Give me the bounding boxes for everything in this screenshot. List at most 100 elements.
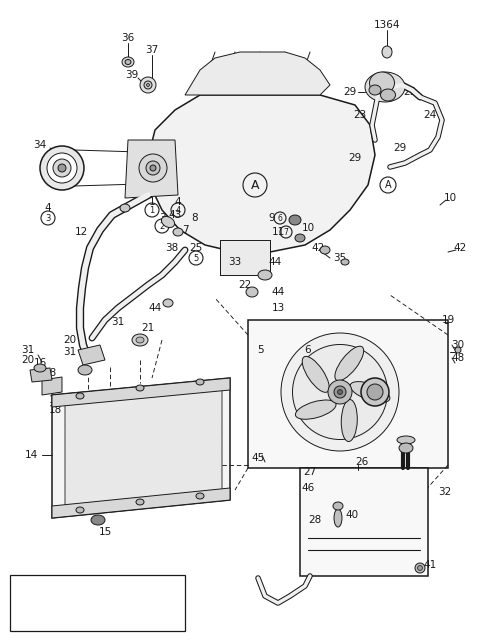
Text: 1: 1 <box>149 197 156 207</box>
Text: 1364: 1364 <box>374 20 400 30</box>
Bar <box>10 575 185 631</box>
Text: 38: 38 <box>166 243 179 253</box>
Text: 6: 6 <box>97 612 103 621</box>
Ellipse shape <box>125 60 131 65</box>
Text: 36: 36 <box>121 33 134 43</box>
Text: 11: 11 <box>271 227 285 237</box>
Text: 13: 13 <box>271 303 285 313</box>
Text: 21: 21 <box>142 323 155 333</box>
Text: A: A <box>384 180 391 190</box>
Text: 1: 1 <box>149 205 155 214</box>
Text: 2: 2 <box>159 221 165 230</box>
Ellipse shape <box>150 165 156 171</box>
Polygon shape <box>52 378 230 518</box>
Text: ~: ~ <box>110 612 118 622</box>
Text: 14: 14 <box>25 450 38 460</box>
Text: ~: ~ <box>110 595 118 605</box>
Text: 20: 20 <box>22 355 35 365</box>
Polygon shape <box>185 52 330 95</box>
Text: 18: 18 <box>49 405 62 415</box>
Text: 16: 16 <box>34 358 47 368</box>
Ellipse shape <box>320 246 330 254</box>
Ellipse shape <box>455 347 461 353</box>
Ellipse shape <box>337 390 343 394</box>
Ellipse shape <box>334 509 342 527</box>
Polygon shape <box>52 378 230 407</box>
Text: NOTE: NOTE <box>16 577 43 587</box>
Text: 39: 39 <box>125 70 139 80</box>
Text: 44: 44 <box>82 353 95 363</box>
Polygon shape <box>42 377 62 395</box>
Text: 25: 25 <box>190 243 203 253</box>
Ellipse shape <box>335 346 364 381</box>
Text: 29: 29 <box>394 143 407 153</box>
Ellipse shape <box>295 234 305 242</box>
Text: 5: 5 <box>193 253 199 262</box>
Ellipse shape <box>122 57 134 67</box>
Polygon shape <box>30 368 52 382</box>
Text: 4: 4 <box>45 203 51 213</box>
Bar <box>248 320 448 468</box>
Text: 26: 26 <box>355 457 369 467</box>
Ellipse shape <box>295 400 336 419</box>
Text: THE NO. 47 :: THE NO. 47 : <box>16 595 76 605</box>
Ellipse shape <box>163 299 173 307</box>
Ellipse shape <box>370 72 395 94</box>
Text: 46: 46 <box>301 483 314 493</box>
Ellipse shape <box>369 85 381 95</box>
Text: 32: 32 <box>438 487 452 497</box>
Text: 29: 29 <box>343 87 357 97</box>
Text: 15: 15 <box>98 527 112 537</box>
Text: 30: 30 <box>451 340 465 350</box>
Ellipse shape <box>136 385 144 391</box>
Ellipse shape <box>76 507 84 513</box>
Text: 44: 44 <box>271 287 285 297</box>
Ellipse shape <box>144 81 152 89</box>
Bar <box>300 468 428 576</box>
Ellipse shape <box>328 380 352 404</box>
Text: 7: 7 <box>182 225 188 235</box>
Ellipse shape <box>136 337 144 343</box>
Ellipse shape <box>333 502 343 510</box>
Text: 3: 3 <box>45 214 51 223</box>
Text: 4: 4 <box>175 197 181 207</box>
Ellipse shape <box>246 287 258 297</box>
Text: 40: 40 <box>346 510 359 520</box>
Text: 1: 1 <box>97 595 103 605</box>
Ellipse shape <box>120 204 130 212</box>
Text: 16: 16 <box>49 385 62 395</box>
Ellipse shape <box>397 436 415 444</box>
Ellipse shape <box>281 333 399 451</box>
Bar <box>220 240 270 275</box>
Text: 37: 37 <box>145 45 158 55</box>
Text: 31: 31 <box>22 345 35 355</box>
Text: 31: 31 <box>111 317 125 327</box>
Text: 6: 6 <box>277 214 282 223</box>
Text: 6: 6 <box>305 345 312 355</box>
Ellipse shape <box>136 499 144 505</box>
Ellipse shape <box>58 164 66 172</box>
Ellipse shape <box>91 515 105 525</box>
Ellipse shape <box>367 384 383 400</box>
Text: 5: 5 <box>120 595 125 605</box>
Ellipse shape <box>361 378 389 406</box>
Text: 4: 4 <box>175 205 180 214</box>
Ellipse shape <box>341 259 349 265</box>
Ellipse shape <box>382 46 392 58</box>
Ellipse shape <box>139 154 167 182</box>
Polygon shape <box>65 383 222 512</box>
Ellipse shape <box>415 563 425 573</box>
Text: 19: 19 <box>442 315 455 325</box>
Ellipse shape <box>40 146 84 190</box>
Ellipse shape <box>341 399 357 442</box>
Polygon shape <box>78 345 105 365</box>
Text: 7: 7 <box>284 227 288 237</box>
Ellipse shape <box>292 344 387 440</box>
Polygon shape <box>52 488 230 518</box>
Text: 44: 44 <box>148 303 162 313</box>
Ellipse shape <box>302 356 329 392</box>
Text: 10: 10 <box>444 193 456 203</box>
Text: 23: 23 <box>353 110 367 120</box>
Text: 17: 17 <box>34 367 47 377</box>
Text: 48: 48 <box>451 353 465 363</box>
